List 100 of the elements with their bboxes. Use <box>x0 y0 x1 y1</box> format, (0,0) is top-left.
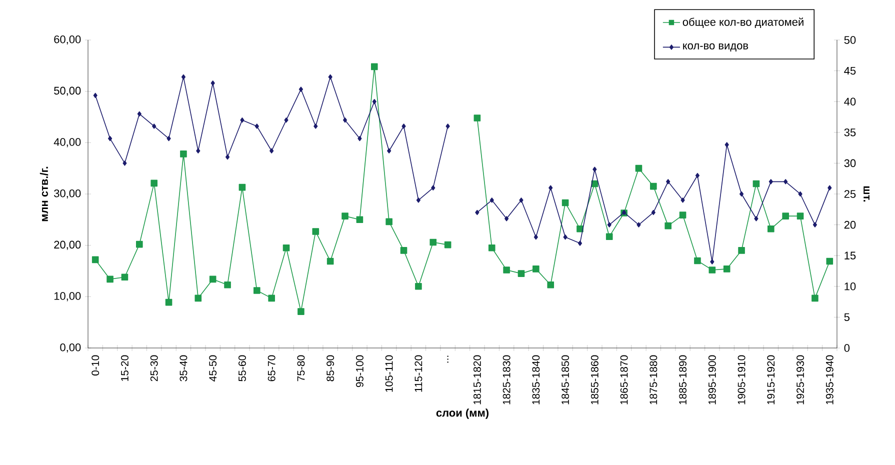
point <box>370 63 378 70</box>
point <box>253 287 260 294</box>
point <box>694 257 701 264</box>
x-tick-label: ... <box>447 356 448 363</box>
point <box>812 222 818 228</box>
point <box>328 74 332 80</box>
point <box>798 191 802 197</box>
x-tick-label: 1845-1850 <box>562 355 570 404</box>
y2-tick-label: 40 <box>844 98 856 106</box>
point <box>518 270 525 277</box>
x-tick-label: 35-40 <box>180 355 188 382</box>
point <box>723 266 730 272</box>
point <box>578 240 582 246</box>
x-tick-label: 1855-1860 <box>590 355 598 404</box>
point <box>240 117 244 123</box>
point <box>416 198 420 203</box>
point <box>166 136 171 142</box>
point <box>474 114 481 122</box>
y2-tick-label: 10 <box>844 282 856 290</box>
point <box>122 160 127 166</box>
point <box>547 281 554 288</box>
point <box>358 136 362 142</box>
point <box>548 185 553 190</box>
x-tick-label: 75-80 <box>297 355 305 382</box>
point <box>651 210 656 216</box>
point <box>796 212 804 220</box>
point <box>431 185 436 190</box>
point <box>752 180 760 188</box>
point <box>225 154 230 160</box>
y-tick-label: 20,00 <box>54 240 81 250</box>
point <box>562 199 569 206</box>
point <box>607 222 612 228</box>
y2-tick-label: 25 <box>844 190 856 198</box>
point <box>298 86 304 92</box>
point <box>387 148 392 154</box>
point <box>121 274 128 281</box>
x-tick-label: 1875-1880 <box>650 355 658 404</box>
x-tick-label: 1825-1830 <box>502 355 510 404</box>
point <box>519 198 524 203</box>
x-tick-label: 25-30 <box>150 355 158 382</box>
x-tick-label: 1905-1910 <box>738 355 746 404</box>
y2-tick-label: 35 <box>844 128 856 136</box>
point <box>150 180 158 187</box>
point <box>446 124 450 129</box>
point <box>415 282 422 290</box>
y-tick-label: 40,00 <box>54 138 81 148</box>
point <box>695 172 700 178</box>
point <box>576 225 584 232</box>
x-tick-label: 105-110 <box>385 355 393 392</box>
legend-label: кол-во видов <box>683 43 748 52</box>
point <box>636 222 641 228</box>
point <box>504 216 509 222</box>
point <box>268 294 275 302</box>
y2-axis-title: шт. <box>864 186 870 202</box>
point <box>782 212 789 220</box>
point <box>312 228 320 235</box>
point <box>108 136 112 142</box>
y2-tick-label: 5 <box>844 313 850 322</box>
point <box>475 210 480 216</box>
point <box>503 266 510 274</box>
point <box>342 117 348 123</box>
point <box>298 308 304 315</box>
y-tick-label: 10,00 <box>54 292 81 302</box>
y-tick-label: 60,00 <box>54 35 81 45</box>
point <box>532 266 540 272</box>
point <box>606 233 613 240</box>
point <box>754 216 758 222</box>
point <box>680 198 685 203</box>
point <box>708 266 716 274</box>
point <box>650 182 657 190</box>
y-tick-label: 50,00 <box>54 86 81 96</box>
point <box>136 240 143 248</box>
point <box>238 184 246 191</box>
y2-tick-label: 45 <box>844 66 856 75</box>
point <box>635 164 642 172</box>
point <box>666 179 670 184</box>
point <box>826 258 834 265</box>
x-tick-label: 1915-1920 <box>767 355 775 404</box>
point <box>534 234 538 240</box>
point <box>152 124 156 129</box>
x-tick-label: 115-120 <box>414 355 422 392</box>
x-axis-title: слои (мм) <box>436 408 489 419</box>
x-tick-label: 15-20 <box>121 355 128 381</box>
point <box>210 80 215 86</box>
point <box>181 74 186 80</box>
y-axis-title: млн ств./г. <box>40 166 48 222</box>
point <box>194 294 202 302</box>
x-tick-label: 1935-1940 <box>826 355 834 404</box>
point <box>828 185 832 190</box>
point <box>196 148 200 154</box>
point <box>342 212 348 220</box>
x-tick-label: 1865-1870 <box>620 355 628 404</box>
legend-label: общее кол-во диатомей <box>682 18 804 28</box>
point <box>372 98 376 104</box>
point <box>402 124 406 129</box>
point <box>768 225 774 232</box>
point <box>444 241 452 248</box>
point <box>679 212 686 218</box>
point <box>400 247 408 254</box>
point <box>270 148 274 154</box>
